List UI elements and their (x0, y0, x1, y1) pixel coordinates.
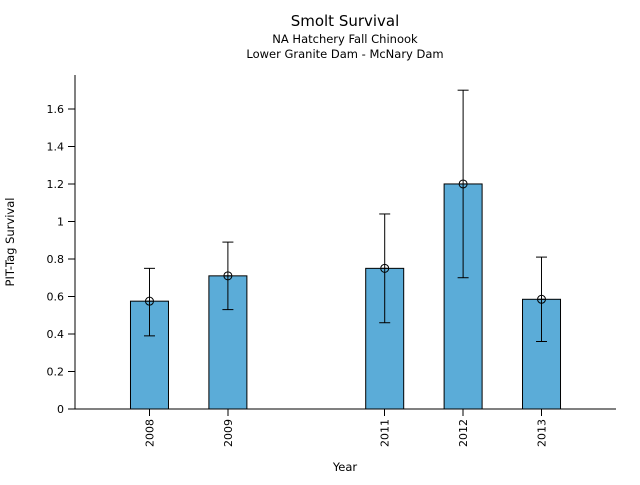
y-tick-label: 0.8 (47, 253, 65, 266)
x-tick-label: 2013 (536, 419, 549, 447)
y-tick-label: 1 (57, 215, 64, 228)
y-tick-label: 0.2 (47, 365, 65, 378)
y-tick-label: 0 (57, 403, 64, 416)
y-tick-label: 0.6 (47, 290, 65, 303)
plot-area: 0 0.2 0.4 0.6 0.8 1 1.2 1.4 1.6 2008 2009 2011 2012 2… (47, 75, 616, 447)
x-tick-label: 2009 (222, 419, 235, 447)
y-tick-label: 1.6 (47, 103, 65, 116)
y-axis-title: PIT-Tag Survival (3, 198, 17, 287)
y-tick-label: 1.2 (47, 178, 65, 191)
chart-title: Smolt Survival (291, 12, 400, 30)
chart-subtitle-line2: Lower Granite Dam - McNary Dam (246, 47, 443, 61)
x-tick-label: 2012 (457, 419, 470, 447)
x-tick-label: 2008 (143, 419, 156, 447)
chart-subtitle-line1: NA Hatchery Fall Chinook (272, 32, 418, 46)
x-tick-label: 2011 (379, 419, 392, 447)
y-tick-label: 0.4 (47, 328, 65, 341)
x-axis-title: Year (332, 460, 358, 474)
y-tick-label: 1.4 (47, 140, 65, 153)
